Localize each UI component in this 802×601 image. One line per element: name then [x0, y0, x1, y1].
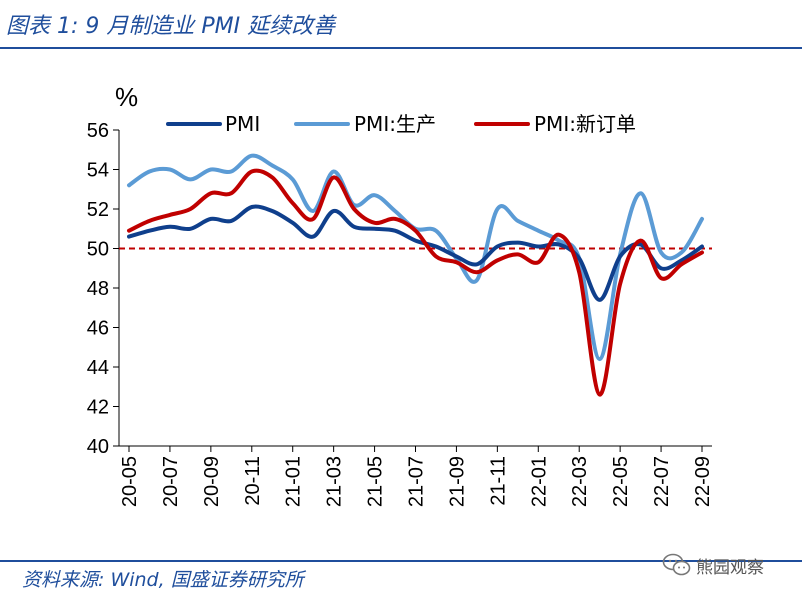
y-tick-label: 42	[87, 397, 109, 419]
pmi-line-chart: 40 42 44 46 48 50 52 54 56 20-05 20-07 20-09 20-11 21…	[87, 82, 714, 507]
x-tick-label: 21-09	[446, 456, 468, 507]
source-divider	[0, 560, 802, 562]
x-tick-label: 22-09	[692, 456, 714, 507]
figure-title: 图表 1: 9 月制造业 PMI 延续改善	[6, 14, 336, 39]
x-tick-label: 21-03	[324, 456, 346, 507]
series-line-pmi	[127, 204, 704, 302]
legend-label: PMI	[225, 112, 260, 136]
series-line-new-orders	[127, 168, 704, 397]
x-tick-label: 20-11	[242, 456, 264, 506]
watermark: 熊园观察	[662, 550, 798, 580]
y-tick-label: 44	[87, 357, 109, 379]
y-tick-label: 48	[87, 278, 109, 300]
x-tick-label: 22-01	[528, 456, 550, 507]
chart-legend: PMI PMI:生产 PMI:新订单	[166, 112, 636, 136]
y-tick-label: 50	[87, 239, 109, 261]
legend-label: PMI:新订单	[534, 112, 636, 136]
x-tick-label: 21-01	[283, 456, 305, 507]
legend-item-new-orders: PMI:新订单	[474, 112, 636, 136]
title-divider	[0, 47, 802, 49]
watermark-text: 熊园观察	[696, 557, 764, 578]
x-tick-label: 20-09	[201, 456, 223, 507]
legend-item-production: PMI:生产	[294, 112, 436, 136]
x-tick-label: 22-03	[569, 456, 591, 507]
x-tick-label: 21-05	[365, 456, 387, 507]
source-note: 资料来源: Wind, 国盛证券研究所	[22, 569, 304, 591]
y-tick-label: 46	[87, 318, 109, 340]
series-line-production	[127, 153, 704, 362]
x-tick-label: 22-05	[610, 456, 632, 507]
x-tick-label: 21-07	[406, 456, 428, 507]
wechat-icon	[662, 553, 691, 576]
chart-axes: 40 42 44 46 48 50 52 54 56 20-05 20-07 20-09 20-11 21…	[87, 120, 714, 507]
legend-label: PMI:生产	[354, 112, 436, 136]
y-tick-label: 54	[87, 160, 109, 182]
x-tick-label: 20-05	[119, 456, 141, 507]
chart-series	[119, 153, 712, 397]
x-tick-label: 22-07	[651, 456, 673, 507]
x-tick-label: 20-07	[160, 456, 182, 507]
y-tick-label: 56	[87, 120, 109, 142]
x-tick-label: 21-11	[487, 456, 509, 506]
y-axis-unit-label: %	[115, 82, 138, 112]
legend-item-pmi: PMI	[166, 112, 260, 136]
y-tick-label: 52	[87, 199, 109, 221]
y-tick-label: 40	[87, 436, 109, 458]
